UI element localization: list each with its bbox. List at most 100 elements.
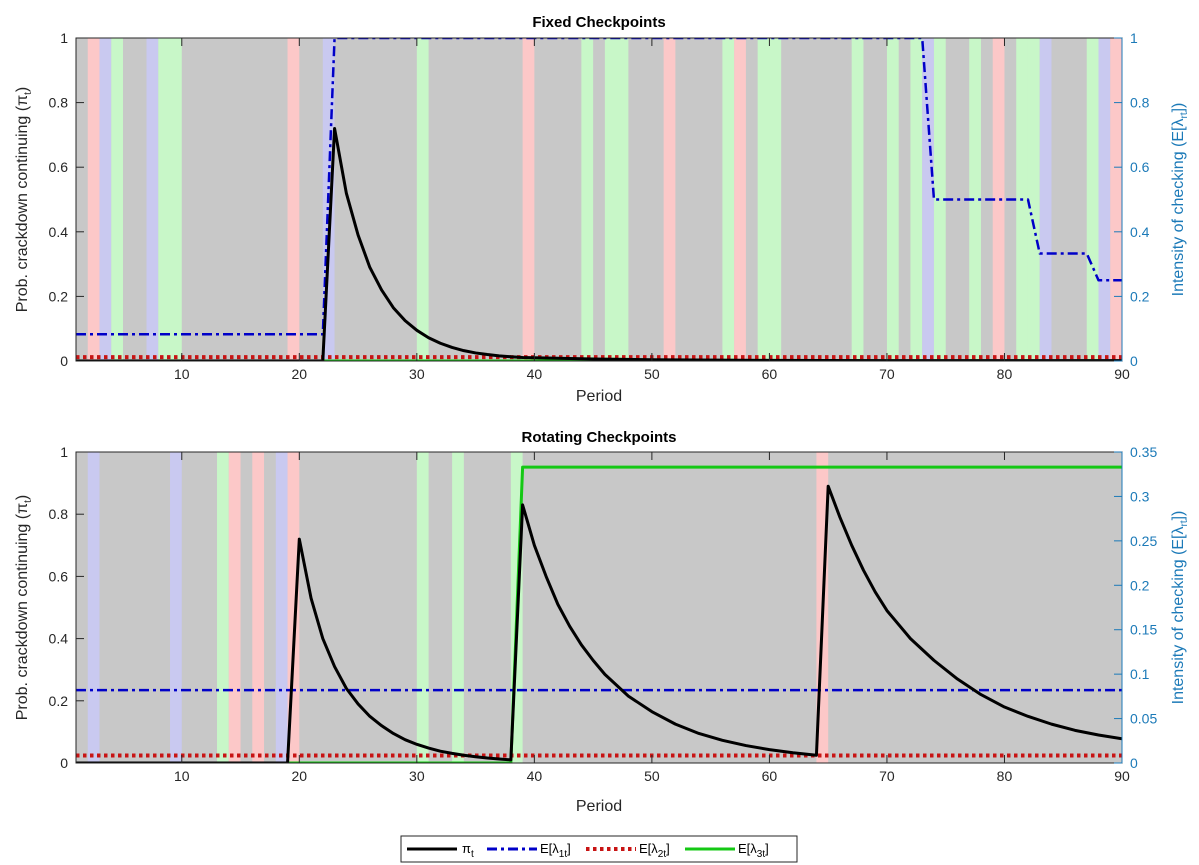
band-red bbox=[663, 38, 676, 361]
left-tick-label: 0.6 bbox=[49, 568, 69, 584]
x-axis-label: Period bbox=[576, 388, 622, 405]
right-tick-label: 0.35 bbox=[1130, 444, 1157, 460]
x-tick-label: 80 bbox=[997, 768, 1013, 784]
band-red bbox=[228, 452, 241, 763]
x-tick-label: 20 bbox=[292, 768, 308, 784]
right-tick-label: 1 bbox=[1130, 30, 1138, 46]
x-tick-label: 40 bbox=[527, 768, 543, 784]
left-tick-label: 0.2 bbox=[49, 288, 69, 304]
chart-title: Fixed Checkpoints bbox=[532, 14, 665, 31]
left-tick-label: 1 bbox=[60, 444, 68, 460]
right-tick-label: 0.2 bbox=[1130, 288, 1150, 304]
fixed-checkpoints-panel: 10 20 30 40 50 60 70 80 90 0 0.2 0.4 0.6 0.8 1 0 0.2 0.… bbox=[14, 14, 1190, 405]
left-tick-label: 0 bbox=[60, 353, 68, 369]
left-tick-label: 0.2 bbox=[49, 693, 69, 709]
band-green bbox=[886, 38, 899, 361]
x-tick-label: 90 bbox=[1114, 768, 1130, 784]
band-green bbox=[111, 38, 124, 361]
series-line-pi bbox=[76, 484, 1122, 763]
band-blue bbox=[1039, 38, 1052, 361]
right-tick-label: 0.05 bbox=[1130, 711, 1157, 727]
band-red bbox=[522, 38, 535, 361]
right-tick-label: 0.8 bbox=[1130, 95, 1150, 111]
rotating-checkpoints-panel: 10 20 30 40 50 60 70 80 90 00.20.40.60.81 00.050… bbox=[14, 429, 1190, 815]
series-line-pi bbox=[76, 126, 1122, 361]
band-green bbox=[581, 38, 594, 361]
right-tick-label: 0.4 bbox=[1130, 224, 1150, 240]
left-tick-label: 1 bbox=[60, 30, 68, 46]
x-tick-label: 70 bbox=[879, 768, 895, 784]
left-axis-label: Prob. crackdown continuing (πt) bbox=[14, 87, 34, 312]
legend-label-l2: E[λ2t] bbox=[639, 841, 670, 860]
band-red bbox=[1110, 38, 1122, 361]
x-tick-label: 50 bbox=[644, 366, 660, 382]
x-tick-label: 30 bbox=[409, 366, 425, 382]
right-tick-label: 0.15 bbox=[1130, 622, 1157, 638]
left-axis-ticks: 0 0.2 0.4 0.6 0.8 1 bbox=[49, 30, 84, 369]
x-tick-label: 60 bbox=[762, 366, 778, 382]
right-axis-label: Intensity of checking (E[λrt]) bbox=[1170, 511, 1190, 705]
band-red bbox=[287, 452, 300, 763]
right-tick-label: 0.25 bbox=[1130, 533, 1157, 549]
chart-title: Rotating Checkpoints bbox=[521, 429, 676, 446]
x-tick-label: 60 bbox=[762, 768, 778, 784]
band-blue bbox=[146, 38, 159, 361]
band-green bbox=[933, 38, 946, 361]
legend-label-l3: E[λ3t] bbox=[738, 841, 769, 860]
band-red bbox=[87, 38, 100, 361]
series-lines bbox=[76, 465, 1122, 763]
right-tick-label: 0 bbox=[1130, 353, 1138, 369]
x-tick-label: 30 bbox=[409, 768, 425, 784]
band-red bbox=[252, 452, 265, 763]
band-blue bbox=[99, 38, 112, 361]
right-tick-label: 0.2 bbox=[1130, 577, 1150, 593]
x-tick-label: 20 bbox=[292, 366, 308, 382]
band-green bbox=[158, 38, 182, 361]
left-tick-label: 0.4 bbox=[49, 631, 69, 647]
band-blue bbox=[170, 452, 182, 763]
x-tick-label: 10 bbox=[174, 366, 190, 382]
series-line-l1 bbox=[76, 38, 1122, 336]
x-tick-label: 80 bbox=[997, 366, 1013, 382]
left-tick-label: 0.4 bbox=[49, 224, 69, 240]
x-tick-label: 40 bbox=[527, 366, 543, 382]
right-axis-label: Intensity of checking (E[λrt]) bbox=[1170, 103, 1190, 297]
right-axis-ticks: 0 0.2 0.4 0.6 0.8 1 bbox=[1114, 30, 1150, 369]
plot-area bbox=[76, 452, 1122, 763]
band-green bbox=[452, 452, 464, 763]
left-axis-ticks: 0 0.2 0.4 0.6 0.8 1 bbox=[49, 444, 84, 771]
right-tick-label: 0.1 bbox=[1130, 666, 1150, 682]
x-tick-label: 70 bbox=[879, 366, 895, 382]
band-red bbox=[992, 38, 1005, 361]
period-bands bbox=[87, 38, 1122, 361]
x-axis-ticks: 10 20 30 40 50 60 70 80 90 bbox=[174, 38, 1130, 382]
x-tick-label: 10 bbox=[174, 768, 190, 784]
left-tick-label: 0.8 bbox=[49, 95, 69, 111]
band-green bbox=[969, 38, 981, 361]
right-tick-label: 0 bbox=[1130, 755, 1138, 771]
legend-label-pi: πt bbox=[462, 841, 474, 860]
band-green bbox=[416, 452, 429, 763]
legend-label-l1: E[λ1t] bbox=[540, 841, 571, 860]
left-axis-label: Prob. crackdown continuing (πt) bbox=[14, 495, 34, 720]
band-blue bbox=[275, 452, 288, 763]
series-lines bbox=[76, 38, 1122, 361]
band-green bbox=[416, 38, 429, 361]
band-green bbox=[1027, 38, 1040, 361]
band-green bbox=[851, 38, 864, 361]
band-blue bbox=[1098, 38, 1111, 361]
x-tick-label: 50 bbox=[644, 768, 660, 784]
band-green bbox=[604, 38, 629, 361]
band-green bbox=[1086, 38, 1099, 361]
left-tick-label: 0 bbox=[60, 755, 68, 771]
band-red bbox=[734, 38, 746, 361]
band-green bbox=[217, 452, 229, 763]
band-green bbox=[757, 38, 782, 361]
band-blue bbox=[922, 38, 934, 361]
right-tick-label: 0.3 bbox=[1130, 488, 1150, 504]
left-tick-label: 0.6 bbox=[49, 159, 69, 175]
band-green bbox=[910, 38, 923, 361]
legend: πt E[λ1t] E[λ2t] E[λ3t] bbox=[400, 835, 798, 863]
band-blue bbox=[87, 452, 100, 763]
